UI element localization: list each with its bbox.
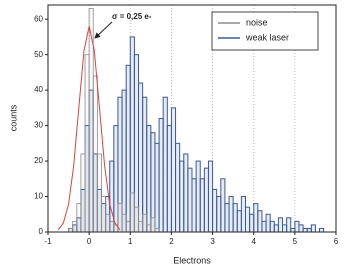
histogram-bar — [220, 178, 226, 233]
histogram-bar — [195, 160, 201, 233]
annotation: σ = 0,25 e- — [112, 12, 152, 21]
histogram-bar — [310, 224, 316, 233]
y-tick-label: 10 — [34, 192, 43, 201]
histogram-bar — [170, 107, 177, 233]
histogram-bar — [228, 196, 234, 233]
histogram-bar — [253, 203, 259, 233]
histogram-bar — [306, 227, 312, 233]
annotation-arrow — [94, 21, 113, 39]
y-tick-label: 40 — [34, 85, 43, 94]
histogram-bar — [203, 167, 209, 233]
histogram-bar — [133, 54, 140, 233]
x-tick-label: 4 — [251, 237, 256, 246]
histogram-bar — [236, 210, 242, 233]
x-tick-label: 0 — [87, 237, 92, 246]
histogram-bar — [294, 220, 300, 233]
histogram-bar — [150, 132, 156, 233]
y-tick-label: 30 — [34, 121, 43, 130]
y-tick-label: 20 — [34, 156, 43, 165]
x-tick-label: 5 — [293, 237, 298, 246]
x-tick-label: -1 — [44, 237, 52, 246]
histogram-bar — [224, 203, 230, 233]
histogram-bar — [286, 217, 292, 233]
histogram-bar — [212, 188, 218, 233]
histogram-bar — [216, 196, 222, 233]
y-tick-label: 0 — [39, 227, 44, 236]
histogram-bar — [109, 220, 115, 233]
x-tick-label: 1 — [128, 237, 133, 246]
x-tick-label: 3 — [210, 237, 215, 246]
x-tick-label: 6 — [334, 237, 339, 246]
histogram-bar — [138, 220, 144, 233]
fit-curve — [57, 26, 121, 231]
histogram-bar — [302, 227, 308, 233]
histogram-bar — [154, 228, 160, 233]
histogram-bar — [158, 118, 164, 233]
histogram-bar — [183, 153, 189, 233]
histogram-bar — [68, 228, 74, 233]
histogram-bar — [138, 82, 144, 233]
histogram-bar — [319, 227, 325, 233]
histogram-bar — [175, 142, 181, 233]
y-axis-label: counts — [8, 104, 18, 131]
legend-label: weak laser — [245, 32, 289, 42]
histogram-bar — [282, 224, 288, 233]
histogram-bar — [113, 125, 119, 233]
histogram-bar — [179, 160, 185, 233]
histogram-bar — [125, 64, 131, 233]
legend-label: noise — [246, 17, 268, 27]
legend-box — [211, 11, 319, 51]
histogram-bar — [105, 213, 111, 233]
histogram-bar — [92, 75, 98, 233]
histogram-bar — [154, 142, 160, 233]
histogram-bar — [199, 178, 205, 233]
histogram-bar — [269, 220, 275, 233]
histogram-bar — [187, 167, 193, 233]
histogram-bar — [150, 217, 156, 233]
histogram-bar — [96, 153, 102, 233]
histogram-bar — [121, 89, 127, 233]
histogram-bar — [273, 224, 279, 233]
histogram-bar — [142, 96, 148, 233]
x-tick-label: 2 — [169, 237, 174, 246]
histogram-bar — [80, 153, 86, 233]
histogram-bar — [133, 206, 139, 233]
histogram-bar — [129, 192, 135, 233]
histogram-bar — [244, 206, 251, 233]
histogram-bar — [249, 213, 255, 233]
histogram-bar — [261, 220, 267, 233]
histogram-bar — [162, 96, 168, 233]
histogram-bar — [146, 125, 152, 233]
y-tick-label: 50 — [34, 50, 43, 59]
histogram-bar — [166, 125, 172, 233]
histogram-bar — [121, 213, 127, 233]
histogram-bar — [265, 213, 271, 233]
histogram-bar — [72, 220, 78, 233]
histogram-bar — [298, 224, 304, 233]
histogram-bar — [142, 213, 148, 233]
histogram-bar — [240, 196, 246, 233]
histogram-bar — [84, 54, 90, 233]
histogram-bar — [191, 178, 197, 233]
y-tick-label: 60 — [34, 14, 43, 23]
histogram-bar — [257, 210, 263, 233]
histogram-bar — [232, 203, 238, 233]
x-axis-label: Electrons — [173, 255, 211, 265]
histogram-bar — [290, 227, 296, 233]
histogram-bar — [125, 220, 131, 233]
histogram-bar — [277, 217, 284, 233]
histogram-bar — [101, 196, 107, 233]
histogram-bar — [146, 224, 152, 233]
plot-frame — [47, 4, 337, 233]
histogram-bar — [207, 160, 214, 233]
histogram-bar — [76, 203, 82, 233]
